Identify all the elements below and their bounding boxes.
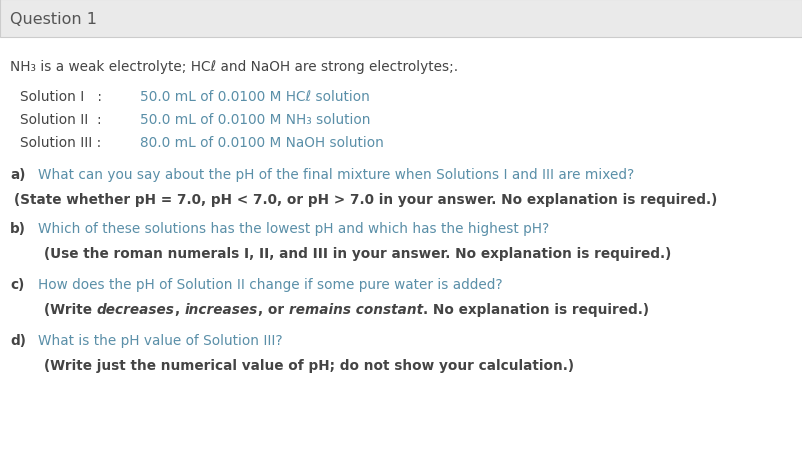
Text: (State whether pH = 7.0, pH < 7.0, or pH > 7.0 in your answer. No explanation is: (State whether pH = 7.0, pH < 7.0, or pH… xyxy=(14,193,717,207)
Text: Which of these solutions has the lowest pH and which has the highest pH?: Which of these solutions has the lowest … xyxy=(38,221,549,236)
Text: Question 1: Question 1 xyxy=(10,11,97,27)
Text: (Write: (Write xyxy=(44,302,97,317)
Text: a): a) xyxy=(10,168,26,182)
Text: What is the pH value of Solution III?: What is the pH value of Solution III? xyxy=(38,333,282,347)
Text: How does the pH of Solution II change if some pure water is added?: How does the pH of Solution II change if… xyxy=(38,278,503,291)
Text: increases: increases xyxy=(184,302,257,317)
Text: NH₃ is a weak electrolyte; HCℓ and NaOH are strong electrolytes;.: NH₃ is a weak electrolyte; HCℓ and NaOH … xyxy=(10,60,458,74)
Text: 50.0 mL of 0.0100 M NH₃ solution: 50.0 mL of 0.0100 M NH₃ solution xyxy=(140,113,371,127)
Text: , or: , or xyxy=(257,302,289,317)
Text: (Use the roman numerals I, II, and III in your answer. No explanation is require: (Use the roman numerals I, II, and III i… xyxy=(44,247,671,260)
Text: . No explanation is required.): . No explanation is required.) xyxy=(423,302,649,317)
Text: (Write just the numerical value of pH; do not show your calculation.): (Write just the numerical value of pH; d… xyxy=(44,358,574,372)
Text: ,: , xyxy=(175,302,184,317)
Text: 80.0 mL of 0.0100 M NaOH solution: 80.0 mL of 0.0100 M NaOH solution xyxy=(140,136,384,149)
Text: Solution II  :: Solution II : xyxy=(20,113,102,127)
Text: Solution III :: Solution III : xyxy=(20,136,101,149)
Text: d): d) xyxy=(10,333,26,347)
Text: Solution I   :: Solution I : xyxy=(20,90,102,104)
FancyBboxPatch shape xyxy=(0,0,802,38)
Text: c): c) xyxy=(10,278,24,291)
Text: decreases: decreases xyxy=(97,302,175,317)
Text: b): b) xyxy=(10,221,26,236)
Text: remains constant: remains constant xyxy=(289,302,423,317)
Text: What can you say about the pH of the final mixture when Solutions I and III are : What can you say about the pH of the fin… xyxy=(38,168,634,182)
Text: 50.0 mL of 0.0100 M HCℓ solution: 50.0 mL of 0.0100 M HCℓ solution xyxy=(140,90,370,104)
